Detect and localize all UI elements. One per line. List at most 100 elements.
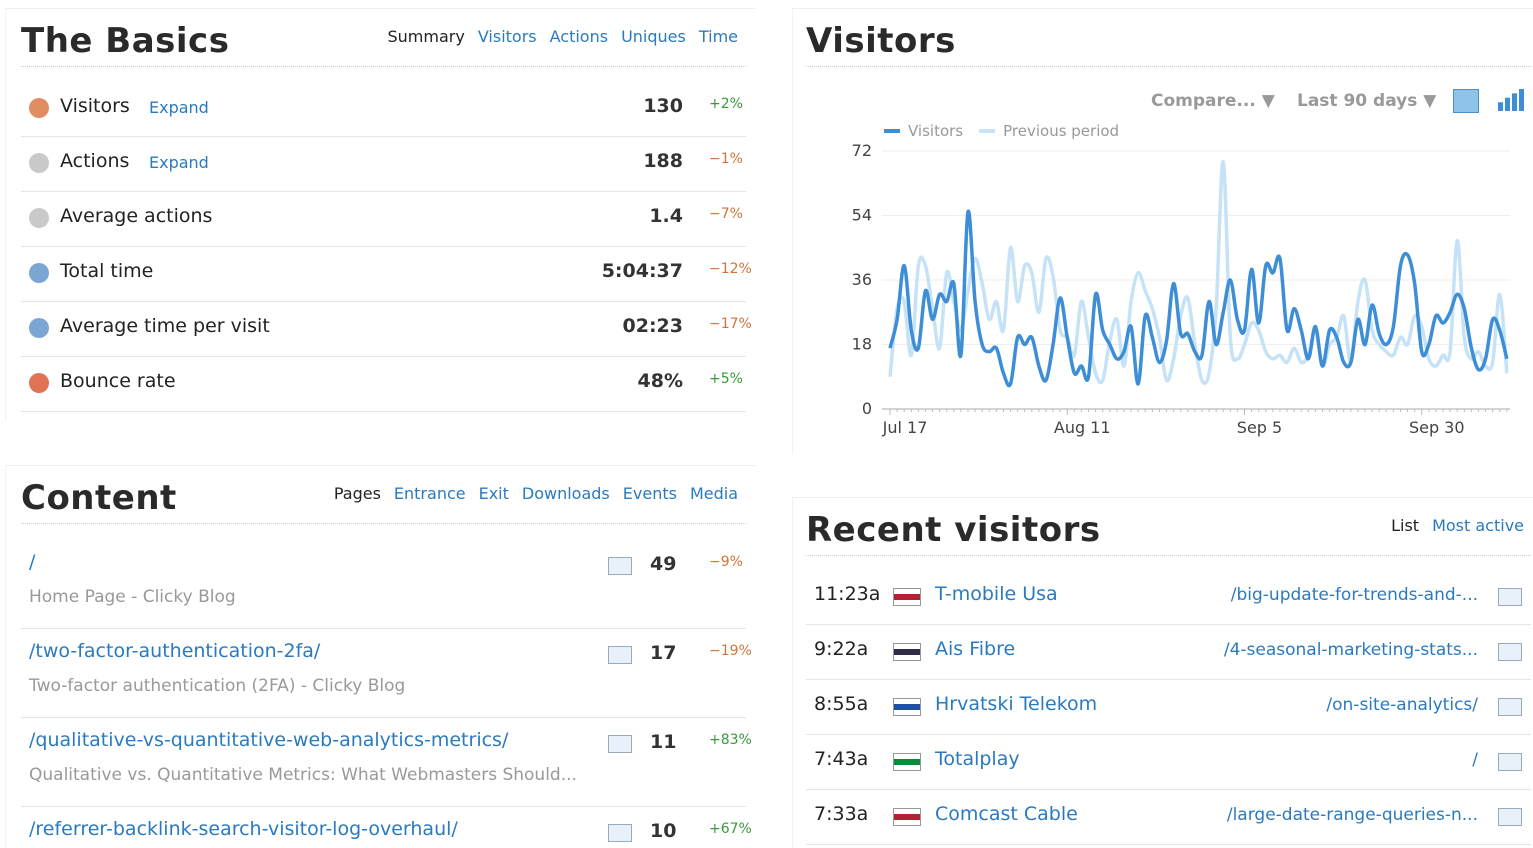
visitor-org[interactable]: Comcast Cable xyxy=(935,803,1078,825)
tab[interactable]: Time xyxy=(698,27,738,46)
visitor-page[interactable]: / xyxy=(1472,750,1478,770)
tab[interactable]: Downloads xyxy=(521,484,610,503)
page-change: −9% xyxy=(709,554,743,570)
open-icon[interactable] xyxy=(608,646,632,664)
title-rule xyxy=(806,66,1531,67)
visitor-page[interactable]: /on-site-analytics/ xyxy=(1326,695,1478,715)
panel-title: Visitors xyxy=(806,21,956,61)
tab[interactable]: Uniques xyxy=(621,27,686,46)
x-tick-label: Sep 5 xyxy=(1237,418,1282,437)
title-rule xyxy=(21,66,746,67)
tab[interactable]: Summary xyxy=(387,27,465,46)
row-divider xyxy=(806,789,1531,790)
y-tick-label: 36 xyxy=(852,270,872,289)
expand-link[interactable]: Expand xyxy=(149,98,209,117)
recent-panel: Recent visitors List Most active 11:23a T-… xyxy=(792,497,1533,848)
open-icon[interactable] xyxy=(1498,588,1522,606)
visitor-org[interactable]: Totalplay xyxy=(935,748,1020,770)
tab[interactable]: Actions xyxy=(549,27,609,46)
tab[interactable]: Media xyxy=(689,484,738,503)
visitor-org[interactable]: T-mobile Usa xyxy=(935,583,1058,605)
row-divider xyxy=(806,624,1531,625)
content-panel: Content Pages Entrance Exit Downloads Events… xyxy=(5,465,756,848)
open-icon[interactable] xyxy=(1498,808,1522,826)
row-label: Actions xyxy=(60,150,130,172)
tab[interactable]: Most active xyxy=(1432,516,1524,535)
range-dropdown[interactable]: Last 90 days ▼ xyxy=(1297,91,1437,111)
open-icon[interactable] xyxy=(1498,643,1522,661)
row-divider xyxy=(21,411,746,412)
flag xyxy=(893,753,921,771)
row-icon xyxy=(29,208,49,228)
row-value: 5:04:37 xyxy=(601,260,683,282)
visitor-page[interactable]: /4-seasonal-marketing-stats... xyxy=(1223,640,1478,660)
chart-type-icon[interactable] xyxy=(1498,89,1524,111)
control-label: Compare... xyxy=(1151,91,1256,111)
panel-title: Recent visitors xyxy=(806,510,1101,550)
page-path[interactable]: / xyxy=(29,551,36,573)
row-divider xyxy=(806,734,1531,735)
visitor-page[interactable]: /large-date-range-queries-n... xyxy=(1226,805,1478,825)
visit-time: 9:22a xyxy=(814,638,869,660)
row-divider xyxy=(806,679,1531,680)
row-value: 130 xyxy=(643,95,683,117)
open-icon[interactable] xyxy=(1498,698,1522,716)
tab[interactable]: Entrance xyxy=(393,484,466,503)
title-rule xyxy=(806,555,1531,556)
y-tick-label: 72 xyxy=(852,141,872,160)
row-change: +2% xyxy=(709,96,743,112)
legend-swatch xyxy=(884,129,900,133)
tab[interactable]: Pages xyxy=(333,484,381,503)
compare-dropdown[interactable]: Compare... ▼ xyxy=(1151,91,1275,111)
tab[interactable]: List xyxy=(1391,516,1420,535)
page-title: Two-factor authentication (2FA) - Clicky… xyxy=(29,676,406,696)
flag xyxy=(893,643,921,661)
export-icon[interactable] xyxy=(1453,89,1479,113)
open-icon[interactable] xyxy=(608,824,632,842)
row-divider xyxy=(21,717,746,718)
legend-label: Visitors xyxy=(908,122,963,140)
row-icon xyxy=(29,263,49,283)
expand-link[interactable]: Expand xyxy=(149,153,209,172)
title-rule xyxy=(21,523,746,524)
row-divider xyxy=(21,191,746,192)
tab[interactable]: Events xyxy=(622,484,677,503)
page-path[interactable]: /qualitative-vs-quantitative-web-analyti… xyxy=(29,729,509,751)
visitor-org[interactable]: Hrvatski Telekom xyxy=(935,693,1098,715)
tab[interactable]: Exit xyxy=(478,484,509,503)
visitors-chart: 0 18 36 54 72 Jul 17 Aug 11 Sep 5 Sep 30 Visitors… xyxy=(852,122,1510,437)
row-label: Visitors xyxy=(60,95,130,117)
page-change: +83% xyxy=(709,732,752,748)
panel-title: The Basics xyxy=(21,21,230,61)
row-icon xyxy=(29,373,49,393)
visitor-org[interactable]: Ais Fibre xyxy=(935,638,1016,660)
row-divider xyxy=(21,628,746,629)
visit-time: 7:43a xyxy=(814,748,869,770)
row-divider xyxy=(21,806,746,807)
page-count: 17 xyxy=(650,642,677,664)
page-path[interactable]: /referrer-backlink-search-visitor-log-ov… xyxy=(29,818,458,840)
page-path[interactable]: /two-factor-authentication-2fa/ xyxy=(29,640,321,662)
control-label: Last 90 days xyxy=(1297,91,1418,111)
open-icon[interactable] xyxy=(1498,753,1522,771)
series-line xyxy=(888,209,1509,388)
y-tick-label: 0 xyxy=(862,399,872,418)
row-value: 1.4 xyxy=(649,205,683,227)
page-count: 49 xyxy=(650,553,677,575)
row-divider xyxy=(21,301,746,302)
visit-time: 7:33a xyxy=(814,803,869,825)
tab[interactable]: Visitors xyxy=(477,27,537,46)
open-icon[interactable] xyxy=(608,735,632,753)
visitor-page[interactable]: /big-update-for-trends-and-... xyxy=(1230,585,1478,605)
page-count: 10 xyxy=(650,820,677,842)
row-icon xyxy=(29,98,49,118)
row-divider xyxy=(21,356,746,357)
panel-title: Content xyxy=(21,478,177,518)
page-title: Qualitative vs. Quantitative Metrics: Wh… xyxy=(29,765,577,785)
legend-label: Previous period xyxy=(1003,122,1119,140)
page-count: 11 xyxy=(650,731,677,753)
open-icon[interactable] xyxy=(608,557,632,575)
row-icon xyxy=(29,153,49,173)
x-tick-label: Aug 11 xyxy=(1054,418,1111,437)
tabs: Summary Visitors Actions Uniques Time xyxy=(387,27,738,46)
